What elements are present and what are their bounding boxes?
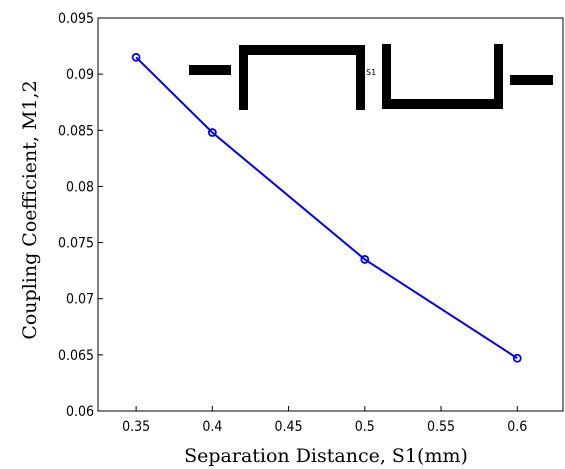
right-resonator-left-arm (382, 44, 391, 109)
y-tick-label: 0.095 (58, 11, 94, 27)
x-tick-label: 0.35 (122, 419, 150, 435)
right-resonator-bottom (382, 99, 503, 109)
x-axis-title: Separation Distance, S1(mm) (184, 445, 468, 467)
right-feed-line (510, 75, 553, 85)
x-tick-label: 0.4 (202, 419, 222, 435)
y-tick-label: 0.08 (66, 179, 94, 195)
x-tick-label: 0.5 (355, 419, 375, 435)
left-resonator-right-arm (356, 45, 365, 110)
resonator-schematic: S1 (189, 44, 553, 110)
x-axis: 0.35 0.4 0.45 0.5 0.55 0.6 (122, 406, 527, 435)
data-point (207, 128, 217, 137)
data-point (360, 255, 370, 264)
series-line (135, 56, 518, 360)
gap-label: S1 (366, 68, 376, 77)
y-tick-label: 0.07 (66, 292, 94, 308)
data-point (131, 52, 141, 62)
y-tick-label: 0.065 (58, 348, 94, 364)
left-feed-line (189, 65, 231, 75)
data-point (512, 353, 522, 363)
x-tick-label: 0.45 (275, 419, 303, 435)
y-tick-label: 0.085 (58, 123, 94, 139)
y-tick-label: 0.09 (66, 67, 94, 83)
y-axis: 0.06 0.065 0.07 0.075 0.08 0.085 0.09 0.095 (58, 11, 103, 420)
x-tick-label: 0.55 (427, 419, 455, 435)
y-axis-title: Coupling Coefficient, M1,2 (19, 80, 41, 339)
y-tick-label: 0.075 (58, 236, 94, 252)
right-resonator-right-arm (494, 44, 503, 109)
x-tick-label: 0.6 (507, 419, 527, 435)
left-resonator-left-arm (239, 45, 248, 110)
left-resonator-top (239, 45, 365, 55)
plot-area (97, 17, 564, 412)
y-tick-label: 0.06 (66, 404, 94, 420)
series-group (131, 52, 522, 363)
